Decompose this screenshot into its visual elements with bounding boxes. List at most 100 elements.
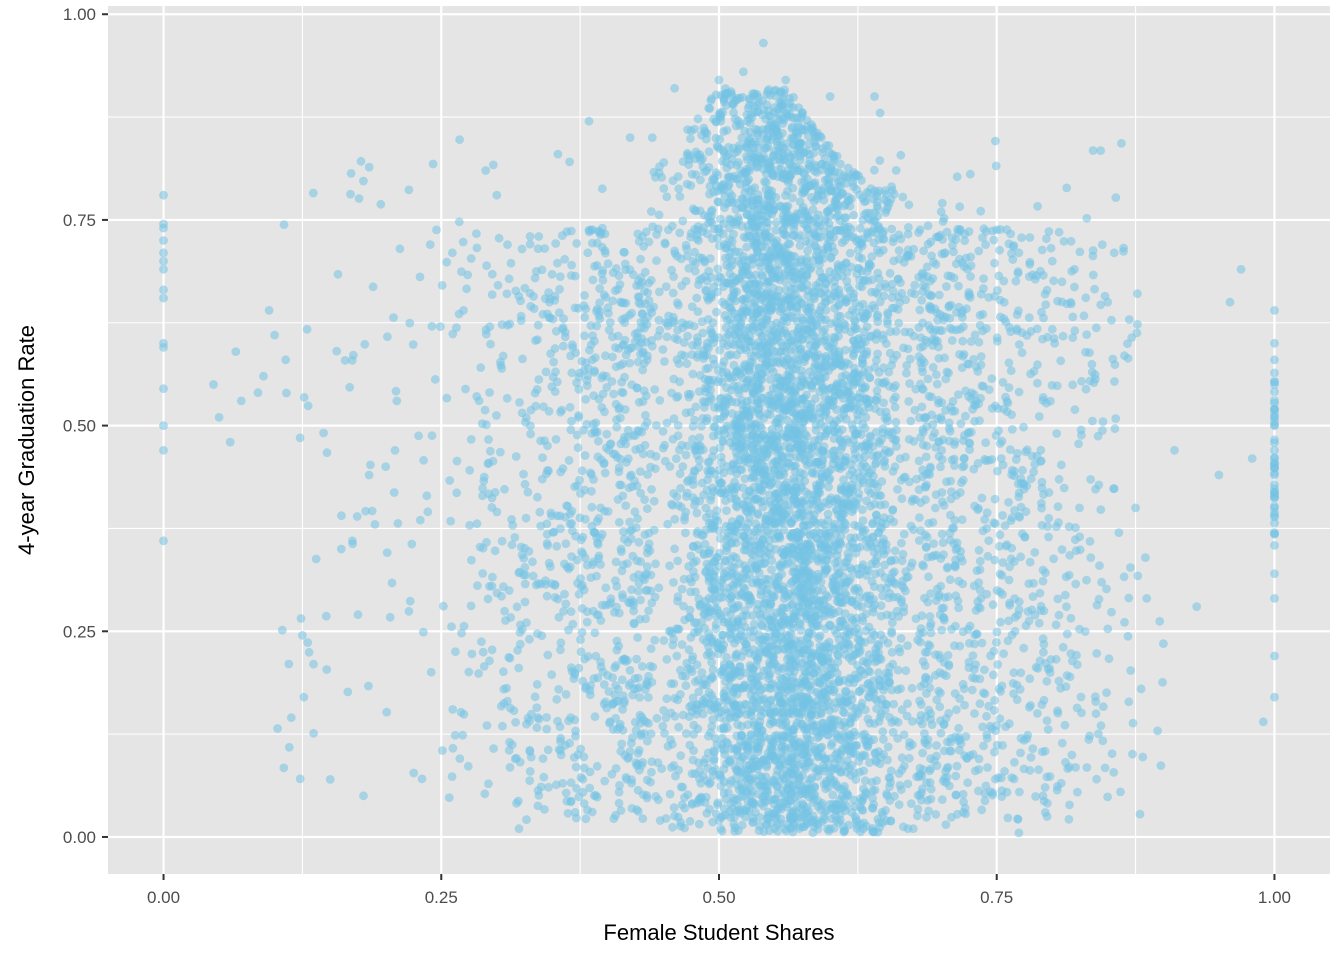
data-point [894,246,904,256]
data-point [850,363,859,373]
data-point [673,421,683,430]
data-point [743,519,753,528]
data-point [825,620,834,630]
data-point [887,293,897,302]
data-point [712,307,721,317]
data-point [735,559,744,568]
data-point [744,323,754,333]
data-point [669,803,679,812]
data-point [833,463,843,473]
data-point [808,496,817,505]
data-point [855,648,864,657]
data-point [724,394,734,404]
data-point [690,500,699,510]
data-point [688,421,698,431]
data-point [888,355,898,364]
data-point [688,693,698,703]
data-point [676,821,686,831]
data-point [893,734,903,743]
data-point [837,616,846,625]
data-point [709,114,718,124]
data-point [955,202,965,212]
data-point [670,514,680,524]
data-point [810,178,820,188]
data-point [845,395,855,405]
data-point [887,279,897,289]
data-point [890,402,900,412]
data-point [665,561,674,571]
data-point [846,742,856,751]
data-point [822,174,832,184]
data-point [699,490,708,500]
data-point [773,584,783,594]
data-point [673,172,683,181]
data-point [936,462,945,472]
data-point [688,755,698,765]
data-point [733,780,742,790]
data-point [768,795,777,804]
data-point [876,752,886,762]
data-point [774,373,784,383]
data-point [819,442,829,451]
data-point [850,586,860,596]
data-point [767,660,777,670]
data-point [670,544,679,554]
data-point [820,520,829,529]
data-point [716,113,726,122]
data-point [693,706,702,715]
data-point [732,174,741,184]
data-point [861,312,871,321]
data-point [896,684,905,693]
data-point [698,680,707,690]
data-point [865,373,874,382]
data-point [810,782,820,792]
data-point [882,700,892,709]
data-point [731,578,740,587]
data-point [821,429,831,439]
data-point [853,410,863,420]
data-point [671,454,681,464]
data-point [647,767,656,777]
data-point [738,202,748,212]
data-point [765,410,775,420]
data-point [804,628,814,638]
data-point [784,425,794,434]
data-point [649,496,659,506]
data-point [850,497,860,507]
data-point [870,304,880,313]
data-point [883,638,893,648]
data-point [898,192,908,202]
data-point [681,276,691,286]
data-point [808,442,818,451]
data-point [669,489,678,498]
data-point [817,742,827,752]
data-point [813,733,822,743]
data-point [690,206,700,215]
data-point [824,637,834,647]
data-point [691,618,701,627]
data-point [744,94,754,104]
data-point [859,459,869,469]
data-point [874,491,884,500]
data-point [747,379,757,389]
data-point [644,606,653,616]
data-point [701,503,711,513]
data-point [685,605,695,615]
data-point [777,328,787,338]
data-point [787,577,797,587]
data-point [875,522,885,532]
data-point [719,184,729,194]
data-point [893,665,903,675]
data-point [894,800,904,809]
data-point [753,728,763,738]
data-point [903,779,913,789]
data-point [681,681,691,690]
data-point [662,192,672,202]
data-point [810,606,820,616]
data-point [838,264,847,273]
data-point [888,618,897,627]
data-point [675,377,685,387]
data-point [870,556,880,566]
data-point [974,246,984,256]
data-point [872,312,882,322]
